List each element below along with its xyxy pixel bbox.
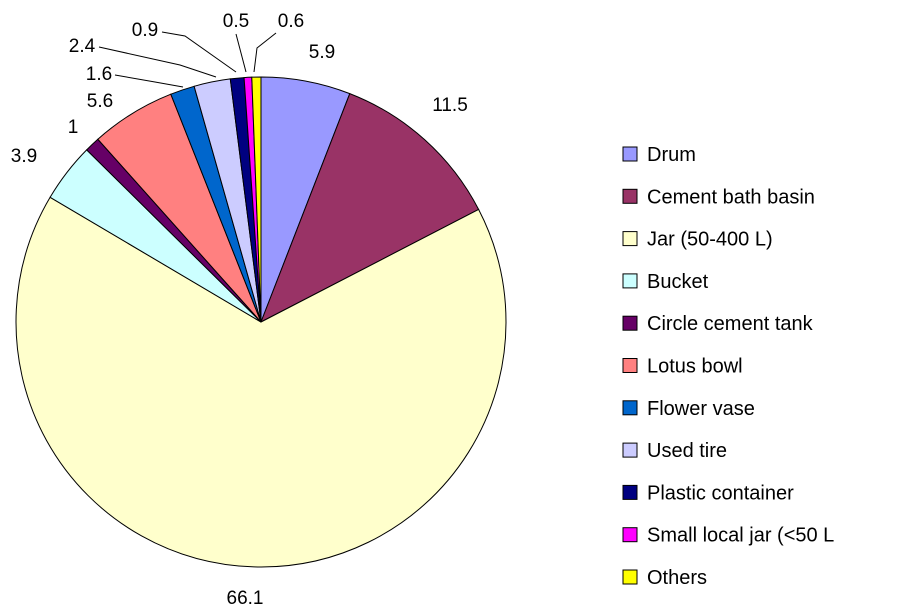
legend-label-flower-vase: Flower vase — [647, 398, 755, 420]
legend-swatch-circle-cement-tank — [622, 315, 638, 331]
label-leader-lines — [98, 31, 277, 88]
pie-slice-others — [251, 76, 262, 323]
data-labels: 5.9 11.5 66.1 3.9 1 5.6 1.6 2.4 0.9 0.5 0.6 — [11, 11, 468, 609]
legend-label-bucket: Bucket — [647, 271, 709, 293]
legend-label-circle-cement-tank: Circle cement tank — [647, 313, 814, 335]
pie-slices — [15, 76, 507, 568]
legend-label-cement-bath-basin: Cement bath basin — [647, 186, 815, 208]
legend-swatch-jar-50-400-l — [622, 231, 638, 247]
legend-label-jar-50-400-l: Jar (50-400 L) — [647, 229, 773, 251]
legend-swatch-plastic-container — [622, 484, 638, 500]
pie-slice-cement-bath-basin — [260, 92, 480, 324]
data-label-bucket: 3.9 — [11, 146, 37, 167]
legend-swatch-cement-bath-basin — [622, 188, 638, 204]
legend-swatch-lotus-bowl — [622, 358, 638, 373]
pie-slice-jar-50-400-l — [15, 196, 507, 568]
legend-label-drum: Drum — [647, 144, 696, 166]
data-label-plastic-container: 0.9 — [132, 20, 158, 41]
legend-label-used-tire: Used tire — [647, 440, 727, 462]
leader-line-flower-vase — [114, 74, 184, 88]
legend-label-lotus-bowl: Lotus bowl — [647, 356, 743, 378]
legend-label-plastic-container: Plastic container — [647, 482, 794, 504]
legend: Drum Cement bath basin Jar (50-400 L) Bucke… — [622, 144, 834, 589]
legend-swatch-small-local-jar-50-l — [622, 527, 638, 543]
leader-line-plastic-container — [161, 31, 237, 73]
data-label-circle-cement-tank: 1 — [68, 117, 79, 138]
data-label-drum: 5.9 — [309, 42, 335, 63]
legend-swatch-drum — [622, 146, 638, 162]
legend-label-others: Others — [647, 567, 707, 589]
data-label-jar-50-400-l: 66.1 — [227, 588, 264, 609]
leader-line-small-local-jar-50-l — [235, 33, 247, 73]
data-label-others: 0.6 — [278, 11, 304, 32]
data-label-small-local-jar-50-l: 0.5 — [223, 11, 249, 32]
data-label-cement-bath-basin: 11.5 — [432, 95, 468, 116]
data-label-lotus-bowl: 5.6 — [87, 91, 113, 112]
leader-line-others — [253, 32, 277, 73]
data-label-flower-vase: 1.6 — [86, 64, 112, 85]
legend-swatch-flower-vase — [622, 400, 638, 416]
legend-swatch-others — [622, 569, 638, 585]
legend-swatch-bucket — [622, 273, 638, 289]
data-label-used-tire: 2.4 — [69, 36, 96, 57]
legend-swatch-used-tire — [622, 442, 638, 458]
leader-line-used-tire — [98, 46, 217, 78]
legend-label-small-local-jar-50-l: Small local jar (<50 L — [647, 525, 834, 547]
